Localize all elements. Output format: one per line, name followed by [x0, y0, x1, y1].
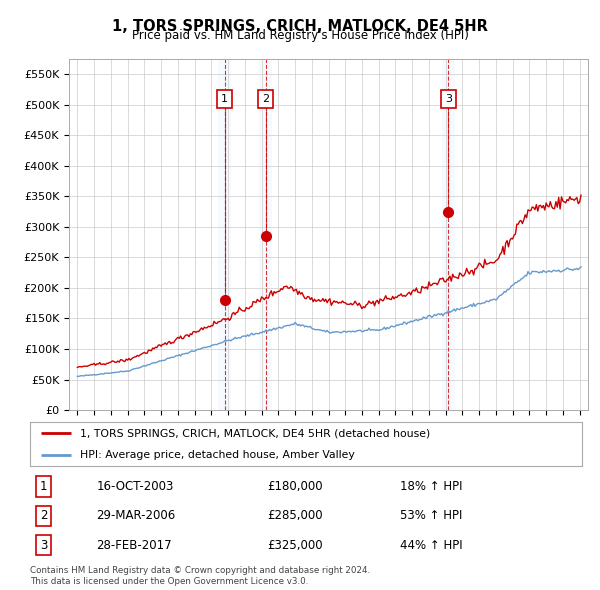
Text: £325,000: £325,000 — [268, 539, 323, 552]
Text: 3: 3 — [445, 94, 452, 104]
Text: 29-MAR-2006: 29-MAR-2006 — [96, 509, 175, 523]
Bar — [442, 59, 455, 410]
Text: 18% ↑ HPI: 18% ↑ HPI — [400, 480, 463, 493]
Text: 28-FEB-2017: 28-FEB-2017 — [96, 539, 172, 552]
Bar — [259, 59, 272, 410]
Text: 1, TORS SPRINGS, CRICH, MATLOCK, DE4 5HR: 1, TORS SPRINGS, CRICH, MATLOCK, DE4 5HR — [112, 19, 488, 34]
Text: 16-OCT-2003: 16-OCT-2003 — [96, 480, 173, 493]
Text: 2: 2 — [40, 509, 47, 523]
Text: £180,000: £180,000 — [268, 480, 323, 493]
Text: 1: 1 — [221, 94, 228, 104]
Text: 44% ↑ HPI: 44% ↑ HPI — [400, 539, 463, 552]
Text: Price paid vs. HM Land Registry's House Price Index (HPI): Price paid vs. HM Land Registry's House … — [131, 30, 469, 42]
Text: £285,000: £285,000 — [268, 509, 323, 523]
Text: 1: 1 — [40, 480, 47, 493]
Bar — [218, 59, 231, 410]
Text: 2: 2 — [262, 94, 269, 104]
Text: This data is licensed under the Open Government Licence v3.0.: This data is licensed under the Open Gov… — [30, 577, 308, 586]
Text: HPI: Average price, detached house, Amber Valley: HPI: Average price, detached house, Ambe… — [80, 450, 355, 460]
Text: 1, TORS SPRINGS, CRICH, MATLOCK, DE4 5HR (detached house): 1, TORS SPRINGS, CRICH, MATLOCK, DE4 5HR… — [80, 428, 430, 438]
Text: 3: 3 — [40, 539, 47, 552]
Text: 53% ↑ HPI: 53% ↑ HPI — [400, 509, 462, 523]
Text: Contains HM Land Registry data © Crown copyright and database right 2024.: Contains HM Land Registry data © Crown c… — [30, 566, 370, 575]
